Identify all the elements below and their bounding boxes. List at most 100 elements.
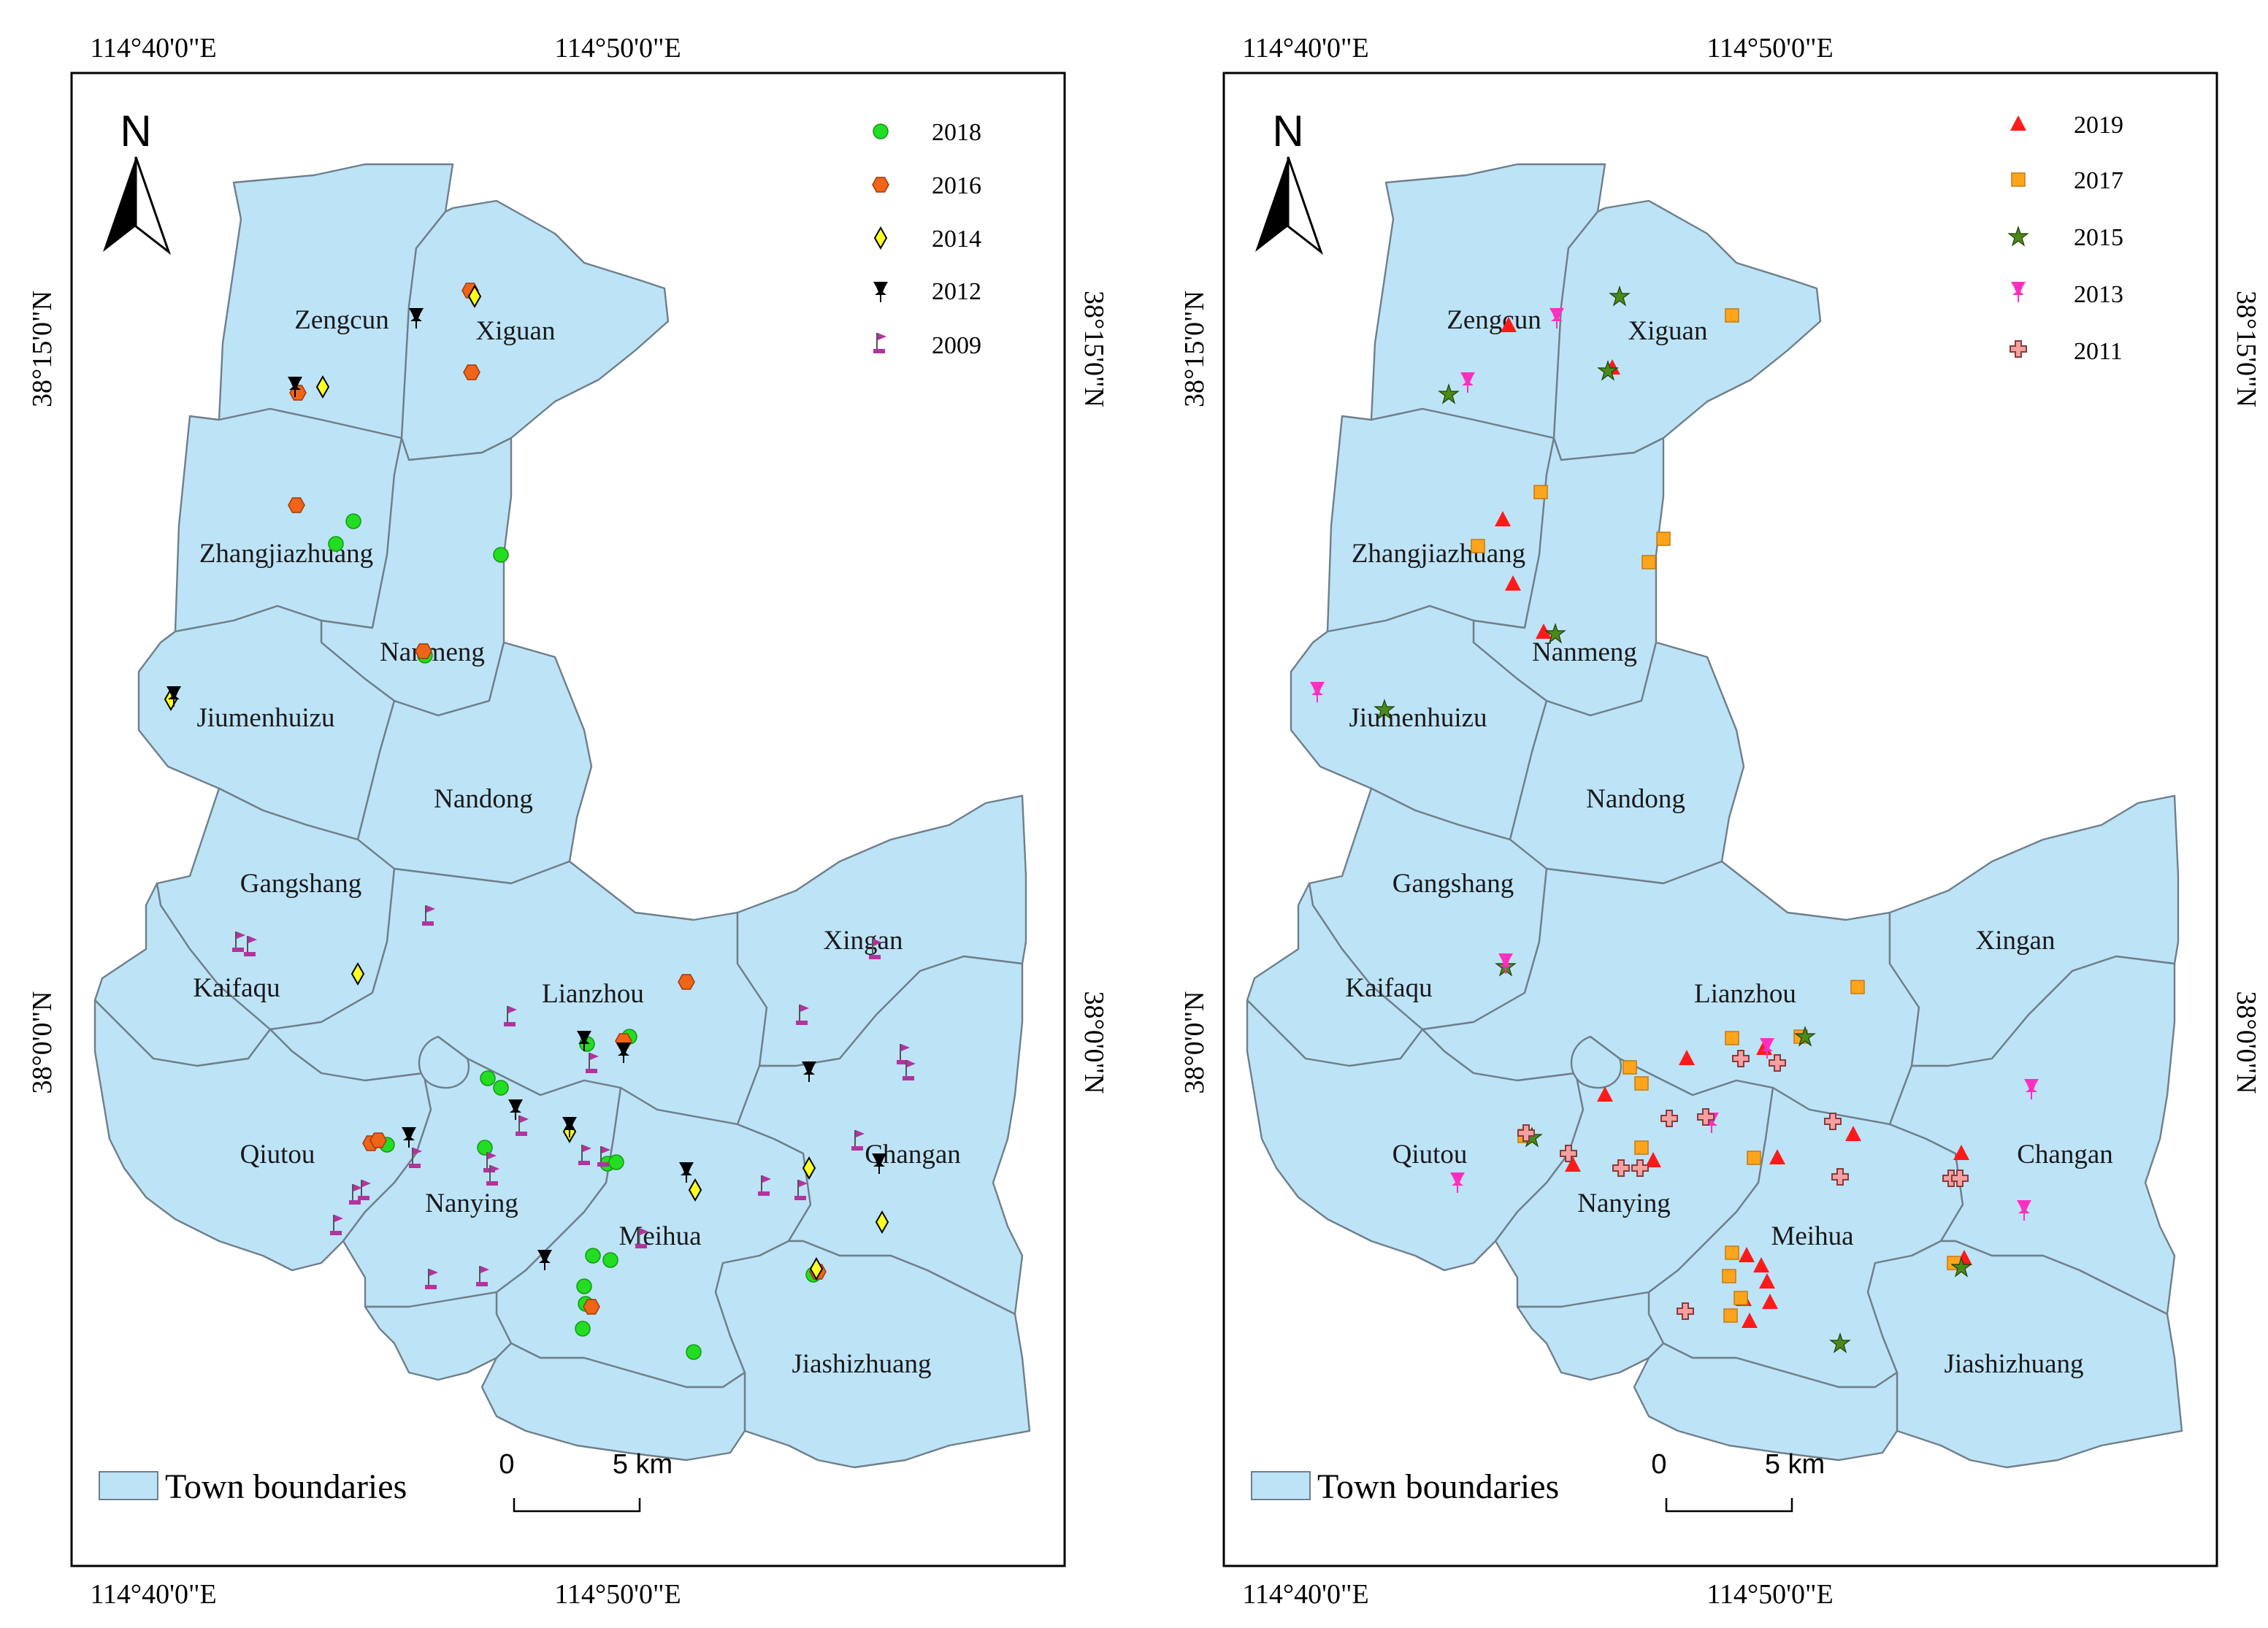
left-top-lon-label-2: 114°50'0"E [554, 33, 681, 64]
town-label: Zengcun [1447, 305, 1541, 335]
north-label: N [120, 107, 151, 155]
left-map: 114°40'0"E 114°50'0"E 114°40'0"E 114°50'… [27, 33, 1109, 1610]
scale-end-label: 5 km [1765, 1449, 1825, 1480]
town-label: Jiashizhuang [792, 1349, 931, 1379]
point-2018 [477, 1140, 493, 1156]
town-label: Jiashizhuang [1944, 1349, 2083, 1379]
town-label: Qiutou [240, 1140, 315, 1170]
right-top-lon-label-1: 114°40'0"E [1242, 33, 1368, 64]
legend-2015-label: 2015 [2074, 224, 2123, 251]
point-2017 [1723, 1308, 1738, 1323]
point-2018 [608, 1154, 624, 1170]
point-2018 [575, 1321, 591, 1337]
point-2017 [1850, 980, 1865, 994]
town-label: Xiguan [476, 316, 556, 346]
point-2016 [415, 643, 432, 659]
town-label: Zhangjiazhuang [1352, 539, 1525, 569]
right-bottom-legend: Town boundaries 0 5 km [1251, 1449, 1825, 1513]
legend-2013-label: 2013 [2074, 281, 2123, 308]
left-top-lon-label-1: 114°40'0"E [90, 33, 216, 64]
town-label: Nandong [434, 784, 533, 814]
town-label: Lianzhou [542, 979, 644, 1009]
scale-zero-label: 0 [1651, 1449, 1666, 1480]
point-2017 [1641, 555, 1656, 569]
legend-2011-label: 2011 [2074, 338, 2123, 365]
right-town-labels: Zengcun Xiguan Zhangjiazhuang Nanmeng Ji… [1345, 305, 2112, 1379]
boundary-legend-label: Town boundaries [1317, 1467, 1559, 1506]
point-2017 [1634, 1140, 1649, 1155]
right-bottom-lon-label-2: 114°50'0"E [1706, 1579, 1833, 1610]
town-label: Gangshang [1392, 869, 1514, 899]
left-lat-label-south: 38°0'0"N [27, 991, 58, 1094]
left-legend: 2018 2016 2014 2012 2009 [872, 119, 981, 359]
town-label: Meihua [1771, 1221, 1853, 1251]
point-2018 [480, 1070, 496, 1086]
point-2017 [1725, 308, 1739, 323]
town-label: Nanmeng [380, 637, 485, 667]
right-legend: 2019 2017 2015 2013 2011 [2008, 112, 2123, 365]
north-label: N [1272, 107, 1303, 155]
town-label: Nanmeng [1532, 637, 1637, 667]
point-2018 [686, 1344, 702, 1360]
town-label: Nandong [1586, 784, 1685, 814]
left-north-arrow: N [101, 107, 170, 253]
town-label: Zengcun [294, 305, 388, 335]
point-2018 [493, 547, 509, 563]
town-label: Xingan [1976, 926, 2056, 956]
boundary-legend-swatch [1251, 1471, 1311, 1500]
point-2017 [1471, 539, 1485, 553]
town-label: Kaifaqu [1345, 973, 1432, 1003]
point-2016 [369, 1132, 387, 1148]
town-label: Jiumenhuizu [196, 703, 334, 733]
legend-2019-label: 2019 [2074, 112, 2123, 139]
town-label: Meihua [618, 1221, 701, 1251]
point-2017 [1747, 1151, 1761, 1165]
legend-2018-icon [873, 123, 889, 139]
point-2016 [678, 974, 695, 990]
scale-zero-label: 0 [499, 1449, 514, 1480]
town-label: Zhangjiazhuang [199, 539, 373, 569]
point-2018 [602, 1252, 618, 1268]
legend-2009-label: 2009 [932, 332, 981, 359]
town-label: Kaifaqu [193, 973, 280, 1003]
legend-2017-icon [2011, 172, 2026, 187]
left-bottom-lon-label-2: 114°50'0"E [554, 1579, 681, 1610]
point-2018 [585, 1248, 601, 1264]
town-label: Qiutou [1392, 1140, 1468, 1170]
right-north-arrow: N [1254, 107, 1322, 253]
scale-bar [513, 1498, 641, 1513]
left-right-lat-label-north: 38°15'0"N [1079, 291, 1109, 407]
town-label: Nanying [425, 1189, 518, 1218]
town-label: Xiguan [1628, 316, 1708, 346]
point-2017 [1733, 1291, 1748, 1305]
scale-bar [1665, 1498, 1793, 1513]
left-right-lat-label-south: 38°0'0"N [1079, 991, 1109, 1094]
point-2017 [1725, 1245, 1739, 1260]
point-2018 [576, 1278, 592, 1294]
legend-2017-label: 2017 [2074, 167, 2123, 194]
point-2016 [288, 497, 305, 513]
right-bottom-lon-label-1: 114°40'0"E [1242, 1579, 1368, 1610]
right-map: 114°40'0"E 114°50'0"E 114°40'0"E 114°50'… [1179, 33, 2261, 1610]
right-right-lat-label-north: 38°15'0"N [2231, 291, 2261, 407]
right-right-lat-label-south: 38°0'0"N [2231, 991, 2261, 1094]
right-top-lon-label-2: 114°50'0"E [1706, 33, 1833, 64]
point-2016 [583, 1299, 600, 1315]
boundary-legend-swatch [99, 1471, 158, 1500]
point-2017 [1722, 1269, 1736, 1283]
point-2017 [1725, 1031, 1739, 1045]
town-label: Nanying [1577, 1189, 1670, 1218]
point-2018 [328, 536, 344, 552]
boundary-legend-label: Town boundaries [165, 1467, 407, 1506]
legend-2012-label: 2012 [932, 278, 981, 305]
right-lat-label-north: 38°15'0"N [1179, 291, 1210, 407]
scale-end-label: 5 km [613, 1449, 673, 1480]
town-label: Changan [2017, 1140, 2113, 1170]
point-2017 [1623, 1060, 1637, 1075]
left-lat-label-north: 38°15'0"N [27, 291, 58, 407]
town-label: Lianzhou [1694, 979, 1796, 1009]
legend-2014-label: 2014 [932, 226, 981, 253]
point-2018 [493, 1080, 509, 1096]
legend-2016-label: 2016 [932, 172, 981, 199]
point-2017 [1656, 531, 1671, 546]
